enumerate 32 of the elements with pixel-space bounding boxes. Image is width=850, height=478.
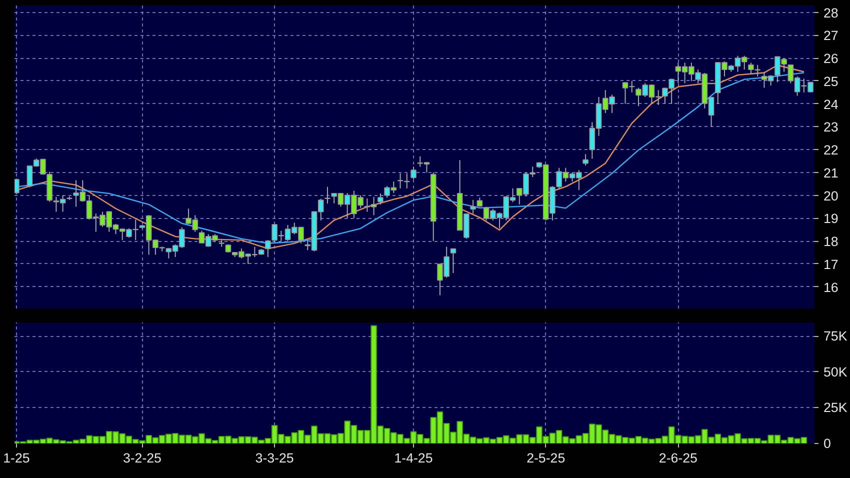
y-tick-label: 26 (824, 51, 838, 66)
y-tick-label: 75K (824, 328, 848, 344)
y-tick-label: 25 (824, 74, 838, 89)
candlestick (397, 172, 404, 189)
y-tick-label: 21 (824, 165, 838, 180)
x-tick-label: 1-25 (3, 450, 30, 466)
y-tick-label: 19 (824, 211, 838, 226)
y-tick-label: 50K (824, 364, 848, 380)
y-tick-label: 23 (824, 120, 838, 135)
y-tick-label: 16 (824, 280, 838, 295)
x-tick-label: 2-6-25 (658, 450, 698, 466)
candlestick (582, 154, 588, 166)
x-tick-label: 3-2-25 (122, 450, 162, 466)
y-tick-label: 18 (824, 234, 838, 250)
x-tick-label: 3-3-25 (255, 450, 294, 466)
x-tick-label: 1-4-25 (394, 450, 433, 466)
y-tick-label: 27 (824, 28, 838, 44)
candlestick (410, 166, 416, 180)
x-tick-label: 2-5-25 (526, 450, 566, 466)
candlestick (378, 192, 384, 205)
candlestick (450, 248, 456, 274)
candlestick (404, 172, 410, 189)
y-tick-label: 22 (824, 142, 838, 158)
y-tick-label: 17 (824, 256, 838, 272)
y-tick-label: 20 (824, 188, 838, 204)
candlestick (265, 240, 271, 258)
candlestick (324, 186, 330, 204)
y-tick-label: 28 (824, 5, 838, 20)
candlestick (14, 178, 20, 194)
y-tick-label: 25K (824, 400, 848, 416)
y-tick-label: 0 (824, 436, 831, 451)
y-tick-label: 24 (824, 96, 839, 112)
